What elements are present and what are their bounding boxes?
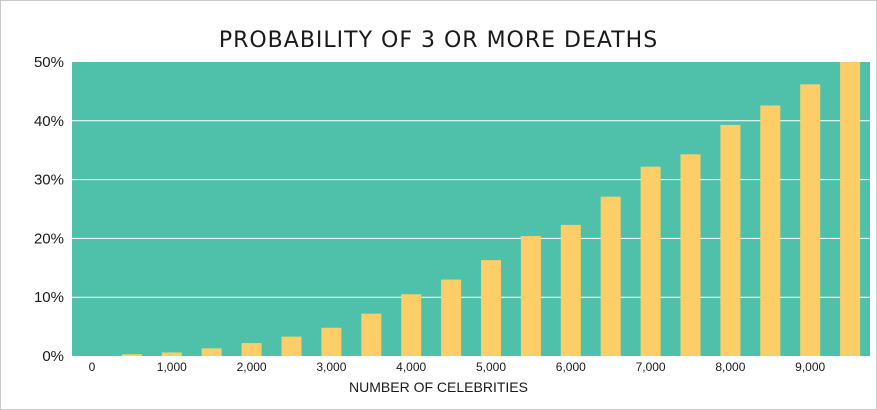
bars [121, 62, 861, 357]
x-tick-label-2: 2,000 [237, 360, 267, 374]
x-tick-label-7: 7,000 [636, 360, 666, 374]
bar-9500 [840, 62, 861, 356]
x-tick-label-5: 5,000 [476, 360, 506, 374]
y-tick-label-2: 20% [34, 230, 64, 247]
y-tick-label-5: 50% [34, 54, 64, 71]
bar-6000 [560, 224, 581, 356]
bar-8500 [760, 105, 781, 357]
bar-1000 [161, 352, 182, 356]
plot-background [72, 62, 870, 356]
x-tick-label-4: 4,000 [396, 360, 426, 374]
x-tick-label-6: 6,000 [556, 360, 586, 374]
x-axis-label: NUMBER OF CELEBRITIES [349, 379, 528, 395]
bar-7000 [640, 166, 661, 356]
bar-2000 [241, 343, 262, 356]
bar-3500 [361, 313, 382, 356]
x-tick-label-1: 1,000 [157, 360, 187, 374]
y-tick-label-3: 30% [34, 172, 64, 189]
x-tick-labels: 0 1,000 2,000 3,000 4,000 5,000 6,000 7,000 8,00… [89, 360, 826, 374]
bar-500 [121, 354, 142, 356]
bar-4500 [441, 279, 462, 356]
bar-5500 [520, 236, 541, 356]
chart-title: PROBABILITY OF 3 OR MORE DEATHS [218, 28, 659, 53]
y-tick-label-0: 0% [42, 348, 64, 365]
bar-3000 [321, 327, 342, 356]
y-tick-labels: 0% 10% 20% 30% 40% 50% [34, 54, 64, 365]
bar-5000 [481, 260, 501, 356]
x-tick-label-0: 0 [89, 360, 96, 374]
bar-9000 [800, 84, 821, 357]
bar-1500 [201, 348, 222, 356]
bar-8000 [720, 124, 741, 356]
y-tick-label-1: 10% [34, 289, 64, 306]
bar-7500 [680, 154, 701, 356]
bar-6500 [600, 196, 621, 356]
bar-2500 [281, 336, 302, 356]
y-tick-label-4: 40% [34, 113, 64, 130]
x-tick-label-9: 9,000 [795, 360, 825, 374]
x-tick-label-8: 8,000 [715, 360, 745, 374]
x-tick-label-3: 3,000 [316, 360, 346, 374]
bar-4000 [401, 294, 422, 356]
